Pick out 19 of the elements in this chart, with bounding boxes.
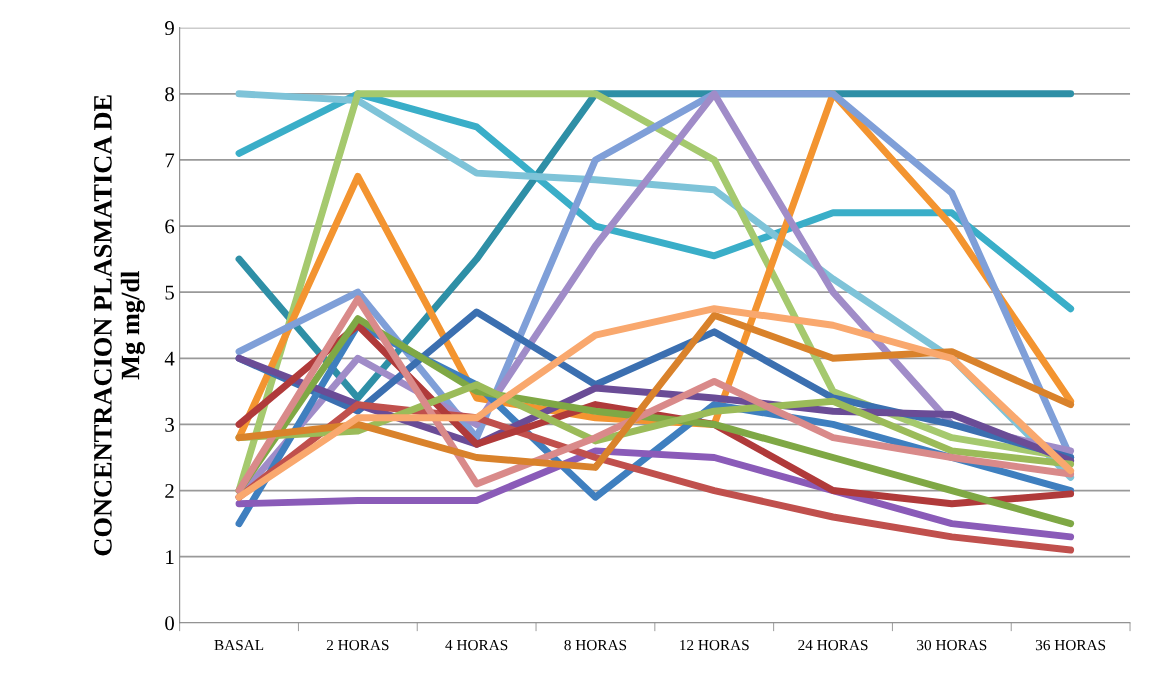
x-tick-label: 36 HORAS xyxy=(1035,639,1106,651)
y-tick-label: 4 xyxy=(164,351,175,366)
x-tick-label: 8 HORAS xyxy=(564,639,627,651)
y-tick-label: 8 xyxy=(165,87,174,102)
x-tick-label: 2 HORAS xyxy=(326,639,389,651)
y-axis-title: CONCENTRACION PLASMATICA DE Mg mg/dl xyxy=(94,95,145,556)
y-tick-label: 6 xyxy=(165,219,175,234)
x-tick-label: 12 HORAS xyxy=(680,639,749,651)
y-tick-label: 2 xyxy=(165,483,174,498)
x-tick-label: BASAL xyxy=(214,639,264,651)
x-tick-label: 30 HORAS xyxy=(917,639,987,651)
x-tick-label: 4 HORAS xyxy=(445,639,508,651)
y-tick-label: 9 xyxy=(165,21,174,36)
y-tick-label: 1 xyxy=(166,550,174,564)
y-tick-label: 7 xyxy=(165,153,175,168)
y-tick-label: 0 xyxy=(165,616,174,631)
y-tick-label: 5 xyxy=(165,285,174,300)
y-tick-label: 3 xyxy=(165,417,174,432)
x-tick-label: 24 HORAS xyxy=(798,639,868,651)
